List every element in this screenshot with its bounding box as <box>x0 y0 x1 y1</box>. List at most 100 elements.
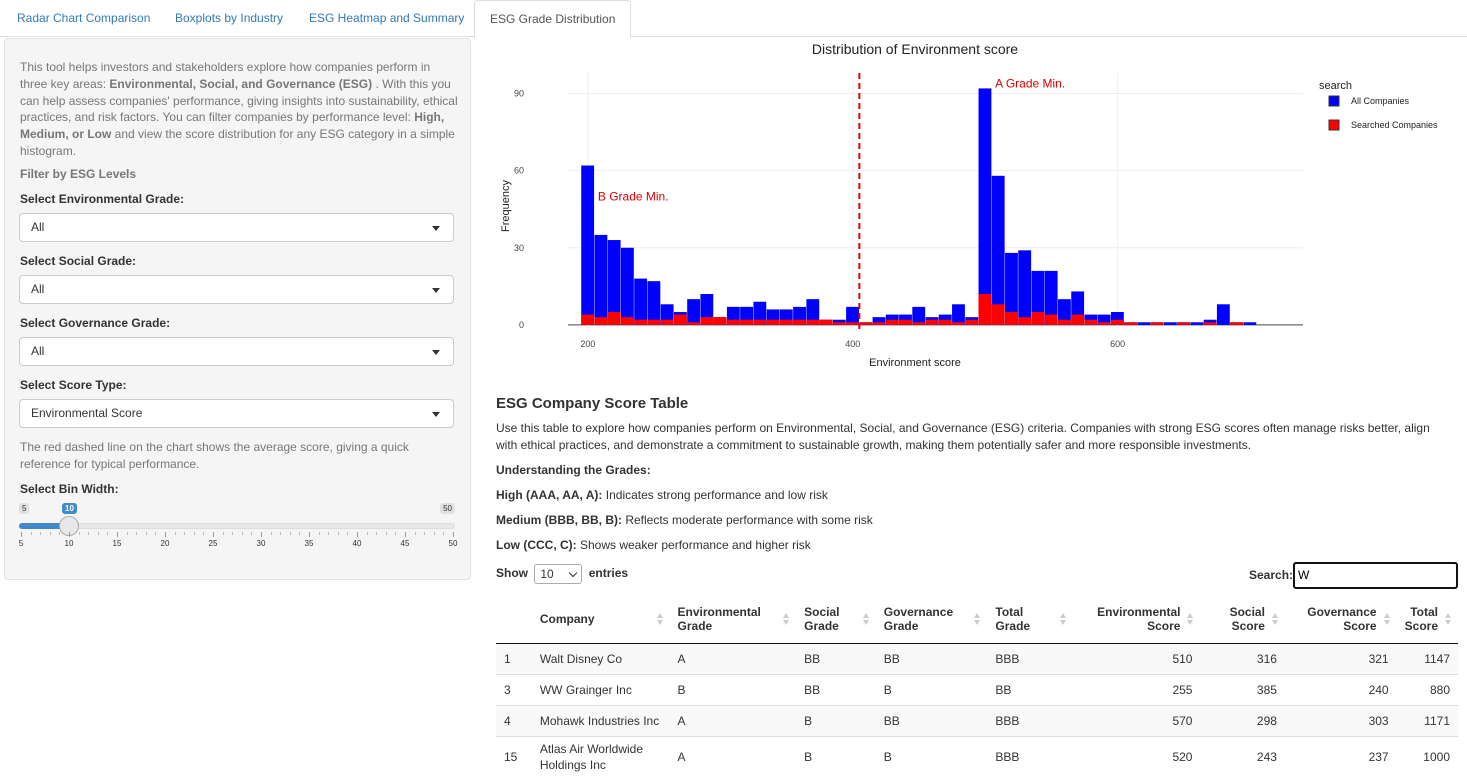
col-header-total-score[interactable]: Total Score <box>1396 595 1458 644</box>
slider-minor-tick <box>347 532 349 535</box>
slider-minor-tick <box>366 532 368 535</box>
cell-environmental-grade: B <box>669 673 797 705</box>
bar-all-companies <box>952 304 965 325</box>
slider-minor-tick <box>414 532 416 535</box>
cell-environmental-score: 570 <box>1072 704 1201 736</box>
slider-minor-tick <box>299 532 301 535</box>
cell-social-grade: B <box>796 704 876 736</box>
environment-score-histogram: 0 30 60 90 200 400 600 A Grade Min. B Grade Min.… <box>500 41 1438 369</box>
cell-governance-grade: B <box>875 735 988 776</box>
col-header-index[interactable] <box>496 595 532 644</box>
slider-value-label: 10 <box>62 503 77 514</box>
slider-minor-tick <box>289 532 291 535</box>
slider-tick <box>213 532 214 537</box>
bar-all-companies <box>872 317 886 325</box>
cell-social-score: 385 <box>1200 673 1285 705</box>
entries-select[interactable]: 10 <box>534 563 583 584</box>
filter-heading: Filter by ESG Levels <box>20 167 137 181</box>
bar-searched-companies <box>1084 319 1098 325</box>
cell-index: 4 <box>496 704 532 736</box>
cell-governance-grade: B <box>875 673 988 705</box>
table-row[interactable]: 15 Atlas Air Worldwide Holdings Inc A B B BBB… <box>496 735 1458 776</box>
bar-all-companies <box>938 314 952 325</box>
bar-all-companies <box>846 306 859 325</box>
cell-environmental-grade: A <box>669 704 797 736</box>
governance-grade-select[interactable]: All <box>19 337 454 366</box>
sort-icon <box>1271 612 1280 626</box>
bar-searched-companies <box>713 317 727 325</box>
tab-boxplots-by-industry[interactable]: Boxplots by Industry <box>175 11 284 25</box>
search-input[interactable]: W <box>1293 562 1458 589</box>
bar-all-companies <box>912 306 926 325</box>
cell-governance-score: 237 <box>1284 735 1397 776</box>
slider-minor-tick <box>155 532 157 535</box>
tab-esg-grade-distribution[interactable]: ESG Grade Distribution <box>474 0 632 38</box>
slider-tick-label: 30 <box>256 539 266 548</box>
bin-width-slider[interactable]: 5 50 10 5 10 15 20 25 30 35 40 45 50 <box>19 501 457 561</box>
table-row[interactable]: 4 Mohawk Industries Inc A B BB BBB 570 298 303 11… <box>496 704 1458 736</box>
table-row[interactable]: 1 Walt Disney Co A BB BB BBB 510 316 321 1147 <box>496 642 1458 674</box>
slider-tick <box>309 532 310 537</box>
social-grade-select[interactable]: All <box>19 275 454 304</box>
sort-icon <box>1445 612 1453 626</box>
slider-tick-label: 25 <box>208 539 218 548</box>
esg-score-table: Company Environmental Grade Social Grade… <box>496 595 1458 776</box>
col-header-governance-score[interactable]: Governance Score <box>1284 595 1397 644</box>
bar-all-companies <box>687 299 701 325</box>
bar-all-companies <box>634 278 648 325</box>
slider-minor-tick <box>97 532 99 535</box>
bar-searched-companies <box>1018 317 1032 325</box>
bar-all-companies <box>806 299 820 325</box>
col-header-environmental-grade[interactable]: Environmental Grade <box>669 595 797 644</box>
bar-searched-companies <box>899 319 912 325</box>
bar-searched-companies <box>581 314 595 325</box>
bar-searched-companies <box>912 322 926 325</box>
bar-all-companies <box>1243 322 1257 325</box>
score-type-select[interactable]: Environmental Score <box>19 399 454 428</box>
bar-all-companies <box>1097 314 1111 325</box>
sort-icon <box>783 612 791 626</box>
slider-minor-tick <box>337 532 339 535</box>
col-header-environmental-score[interactable]: Environmental Score <box>1072 595 1201 644</box>
slider-minor-tick <box>78 532 80 535</box>
col-header-company[interactable]: Company <box>531 595 670 644</box>
col-header-governance-grade[interactable]: Governance Grade <box>875 595 988 644</box>
tab-esg-heatmap-and-summary[interactable]: ESG Heatmap and Summary <box>309 11 465 25</box>
bar-searched-companies <box>1177 322 1191 325</box>
tab-radar-chart-comparison[interactable]: Radar Chart Comparison <box>17 11 151 25</box>
bar-all-companies <box>1044 270 1058 325</box>
table-row[interactable]: 3 WW Grainger Inc B BB B BB 255 385 240 880 <box>496 673 1458 705</box>
bar-searched-companies <box>1097 322 1111 325</box>
slider-tick <box>453 532 454 537</box>
slider-tick <box>165 532 166 537</box>
col-header-social-score[interactable]: Social Score <box>1200 595 1285 644</box>
slider-track[interactable] <box>19 523 455 529</box>
cell-governance-grade: BB <box>875 642 988 674</box>
col-header-social-grade[interactable]: Social Grade <box>796 595 876 644</box>
bar-all-companies <box>978 88 992 325</box>
x-tick-label: 400 <box>845 339 860 349</box>
bar-all-companies <box>1137 322 1151 325</box>
y-tick-label: 30 <box>514 243 524 253</box>
cell-social-score: 316 <box>1200 642 1285 674</box>
bar-all-companies <box>594 234 608 325</box>
cell-governance-score: 240 <box>1284 673 1397 705</box>
env-grade-label: Select Environmental Grade: <box>20 192 185 206</box>
table-header-row: Company Environmental Grade Social Grade… <box>496 595 1458 644</box>
col-header-total-grade[interactable]: Total Grade <box>987 595 1073 644</box>
chevron-down-icon <box>432 350 440 355</box>
intro-text: This tool helps investors and stakeholde… <box>20 60 458 158</box>
slider-minor-tick <box>49 532 51 535</box>
slider-minor-tick <box>280 532 282 535</box>
slider-tick-label: 15 <box>112 539 122 548</box>
cell-governance-score: 321 <box>1284 642 1397 674</box>
bar-all-companies <box>1005 252 1018 325</box>
env-grade-select[interactable]: All <box>19 213 454 242</box>
grade-high-line: High (AAA, AA, A): Indicates strong perf… <box>496 488 828 502</box>
bar-all-companies <box>1031 270 1045 325</box>
cell-company: WW Grainger Inc <box>531 673 670 705</box>
cell-environmental-score: 520 <box>1072 735 1201 776</box>
bar-searched-companies <box>832 322 846 325</box>
y-axis-label: Frequency <box>500 180 512 232</box>
bar-searched-companies <box>938 319 952 325</box>
